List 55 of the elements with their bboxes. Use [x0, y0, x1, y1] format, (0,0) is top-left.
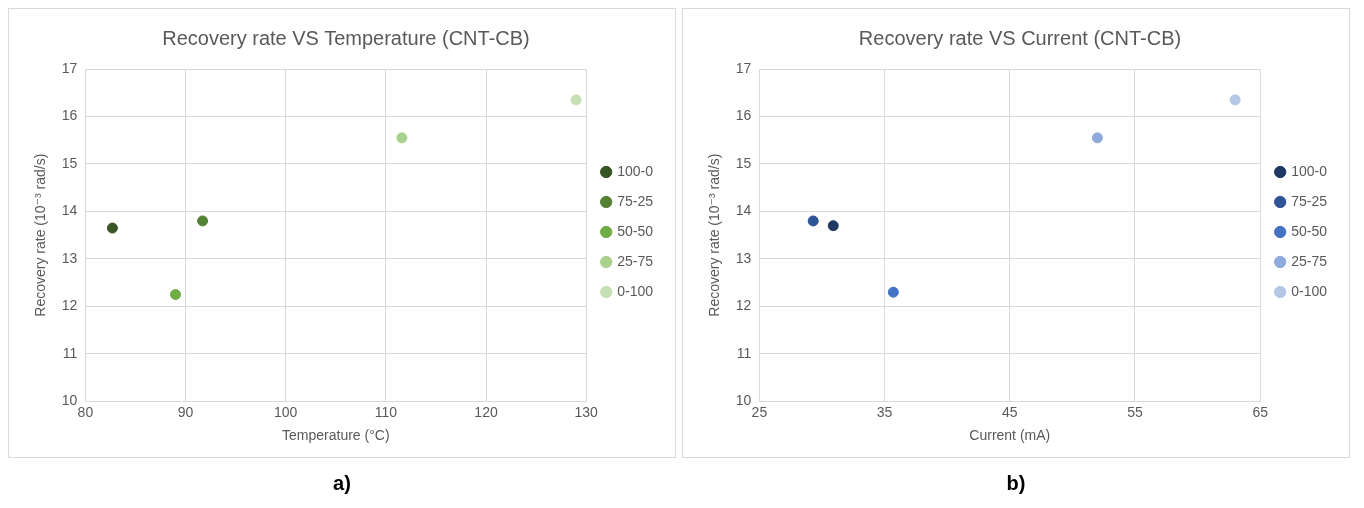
point: [807, 215, 819, 227]
legend-label: 100-0: [617, 162, 654, 179]
legend-label: 50-50: [617, 222, 654, 239]
y-axis-title: Recovery rate (10⁻³ rad/s): [32, 153, 49, 317]
y-tick-label: 15: [61, 154, 78, 171]
y-tick-label: 12: [61, 297, 78, 314]
text: a): [332, 472, 352, 495]
chart-title: Recovery rate VS Current (CNT-CB): [858, 26, 1182, 49]
y-tick-label: 11: [62, 344, 78, 361]
point: [1091, 132, 1103, 144]
y-tick-label: 13: [735, 249, 752, 266]
chart-title: Recovery rate VS Temperature (CNT-CB): [162, 26, 530, 49]
x-tick-label: 65: [1252, 403, 1269, 420]
x-tick-label: 100: [274, 403, 298, 420]
y-tick-label: 10: [61, 392, 78, 409]
y-tick-label: 12: [735, 297, 752, 314]
point: [106, 222, 118, 234]
x-tick-label: 35: [876, 403, 893, 420]
point: [170, 289, 182, 301]
y-axis-title: Recovery rate (10⁻³ rad/s): [706, 153, 723, 317]
x-tick-label: 55: [1127, 403, 1143, 420]
y-tick-label: 14: [61, 202, 78, 219]
x-tick-label: 110: [374, 403, 398, 420]
legend-label: 75-25: [1291, 192, 1328, 209]
legend-label: 0-100: [1291, 282, 1328, 299]
legend-label: 25-75: [1291, 252, 1328, 269]
point: [827, 220, 839, 232]
x-tick-label: 120: [474, 403, 498, 420]
point: [887, 286, 899, 298]
point: [197, 215, 209, 227]
y-tick-label: 17: [61, 59, 78, 76]
x-tick-label: 130: [574, 403, 599, 420]
x-axis-title: Current (mA): [969, 427, 1051, 444]
text: b): [1005, 472, 1027, 495]
y-tick-label: 10: [735, 392, 752, 409]
x-tick-label: 90: [177, 403, 194, 420]
y-tick-label: 15: [735, 154, 752, 171]
x-tick-label: 25: [751, 403, 768, 420]
y-tick-label: 11: [736, 344, 752, 361]
legend-label: 25-75: [617, 252, 654, 269]
y-tick-label: 16: [735, 107, 752, 124]
x-tick-label: 80: [77, 403, 94, 420]
x-tick-label: 45: [1001, 403, 1018, 420]
x-axis-title: Temperature (°C): [282, 427, 390, 444]
legend-label: 50-50: [1291, 222, 1328, 239]
legend-label: 0-100: [617, 282, 654, 299]
legend-label: 75-25: [617, 192, 654, 209]
point: [570, 94, 582, 106]
y-tick-label: 13: [61, 249, 78, 266]
y-tick-label: 14: [735, 202, 752, 219]
point: [396, 132, 408, 144]
point: [1229, 94, 1241, 106]
y-tick-label: 16: [61, 107, 78, 124]
legend-label: 100-0: [1291, 162, 1328, 179]
y-tick-label: 17: [735, 59, 752, 76]
